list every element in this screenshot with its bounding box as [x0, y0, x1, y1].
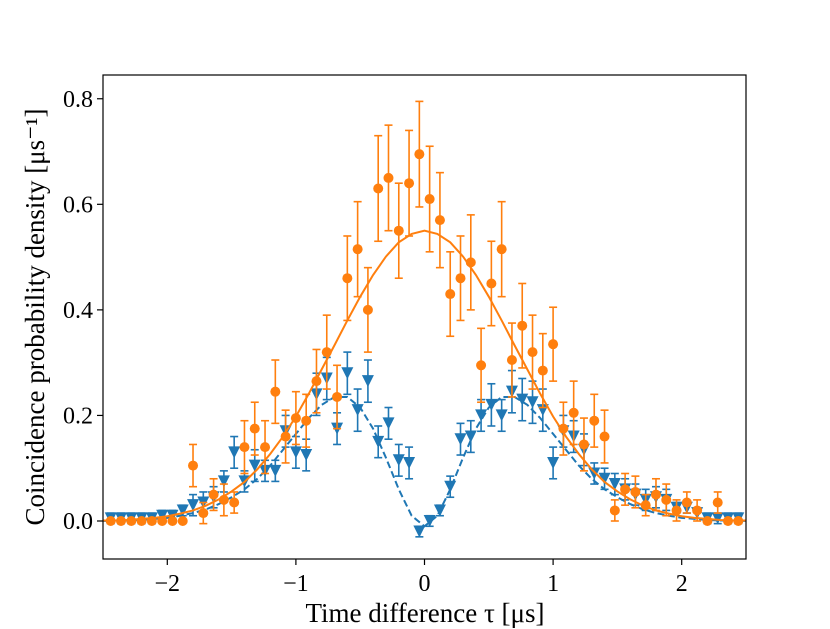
data-point: [167, 515, 178, 526]
data-point: [156, 509, 169, 522]
data-point: [176, 504, 189, 517]
axes-frame: [102, 74, 747, 560]
data-point: [568, 407, 579, 418]
data-point: [392, 454, 405, 467]
data-point: [506, 355, 517, 366]
data-point: [496, 244, 507, 255]
data-point: [404, 178, 415, 189]
data-point: [486, 278, 497, 289]
data-point: [413, 525, 426, 538]
data-point: [630, 486, 641, 497]
data-point: [423, 514, 436, 527]
data-point: [475, 409, 488, 422]
x-tick-label: 0: [419, 571, 431, 597]
data-point: [372, 435, 385, 448]
x-tick-label: −1: [283, 571, 309, 597]
data-point: [692, 505, 703, 516]
data-point: [361, 375, 374, 388]
data-point: [608, 478, 621, 491]
data-point: [537, 365, 548, 376]
data-point: [280, 431, 291, 442]
data-point: [177, 515, 188, 526]
data-point: [454, 433, 467, 446]
x-tick-label: 1: [547, 571, 559, 597]
data-point: [650, 489, 661, 500]
data-point: [455, 273, 466, 284]
data-point: [382, 417, 395, 430]
y-tick-label: 0.6: [63, 192, 93, 218]
x-tick-label: −2: [155, 571, 181, 597]
plot-area: [103, 100, 746, 538]
data-point: [620, 484, 631, 495]
data-point: [136, 515, 147, 526]
x-tick-label: 2: [676, 571, 688, 597]
y-tick-label: 0.0: [63, 509, 93, 535]
data-point: [661, 494, 672, 505]
data-point: [228, 446, 241, 459]
data-point: [270, 386, 281, 397]
data-point: [249, 423, 260, 434]
data-point: [414, 149, 425, 160]
data-point: [403, 456, 416, 469]
data-point: [383, 172, 394, 183]
data-point: [516, 393, 529, 406]
data-point: [702, 515, 713, 526]
data-point: [589, 415, 600, 426]
data-point: [476, 360, 487, 371]
data-point: [260, 442, 271, 453]
data-point: [548, 339, 559, 350]
data-point: [362, 304, 373, 315]
data-point: [527, 347, 538, 358]
data-point: [393, 225, 404, 236]
data-point: [558, 423, 569, 434]
data-point: [712, 497, 723, 508]
data-point: [588, 467, 601, 480]
data-point: [547, 456, 560, 469]
data-point: [157, 515, 168, 526]
data-point: [517, 320, 528, 331]
data-point: [671, 505, 682, 516]
data-point: [341, 367, 354, 380]
data-point: [269, 464, 282, 477]
data-point: [434, 215, 445, 226]
data-point: [373, 183, 384, 194]
data-point: [300, 449, 313, 462]
y-tick-label: 0.4: [63, 298, 93, 324]
data-point: [711, 512, 724, 525]
x-axis-label: Time difference τ [μs]: [305, 598, 544, 628]
data-point: [188, 460, 199, 471]
data-point: [609, 505, 620, 516]
data-point: [208, 489, 219, 500]
data-point: [681, 497, 692, 508]
data-point: [239, 442, 250, 453]
data-point: [198, 508, 209, 519]
data-point: [526, 396, 539, 409]
data-point: [229, 497, 240, 508]
y-tick-label: 0.8: [63, 87, 93, 113]
data-point: [578, 439, 589, 450]
data-point: [598, 472, 611, 485]
data-point: [445, 289, 456, 300]
data-point: [352, 244, 363, 255]
data-point: [289, 446, 302, 459]
data-point: [342, 273, 353, 284]
data-point: [301, 415, 312, 426]
data-point: [187, 499, 200, 512]
data-point: [217, 475, 230, 488]
data-point: [248, 459, 261, 472]
data-point: [126, 515, 137, 526]
fit-line: [103, 229, 746, 522]
data-point: [599, 431, 610, 442]
y-tick-label: 0.2: [63, 403, 93, 429]
data-point: [424, 194, 435, 205]
y-axis-label: Coincidence probability density [μs⁻¹]: [20, 109, 50, 526]
data-point: [495, 409, 508, 422]
data-point: [332, 391, 343, 402]
